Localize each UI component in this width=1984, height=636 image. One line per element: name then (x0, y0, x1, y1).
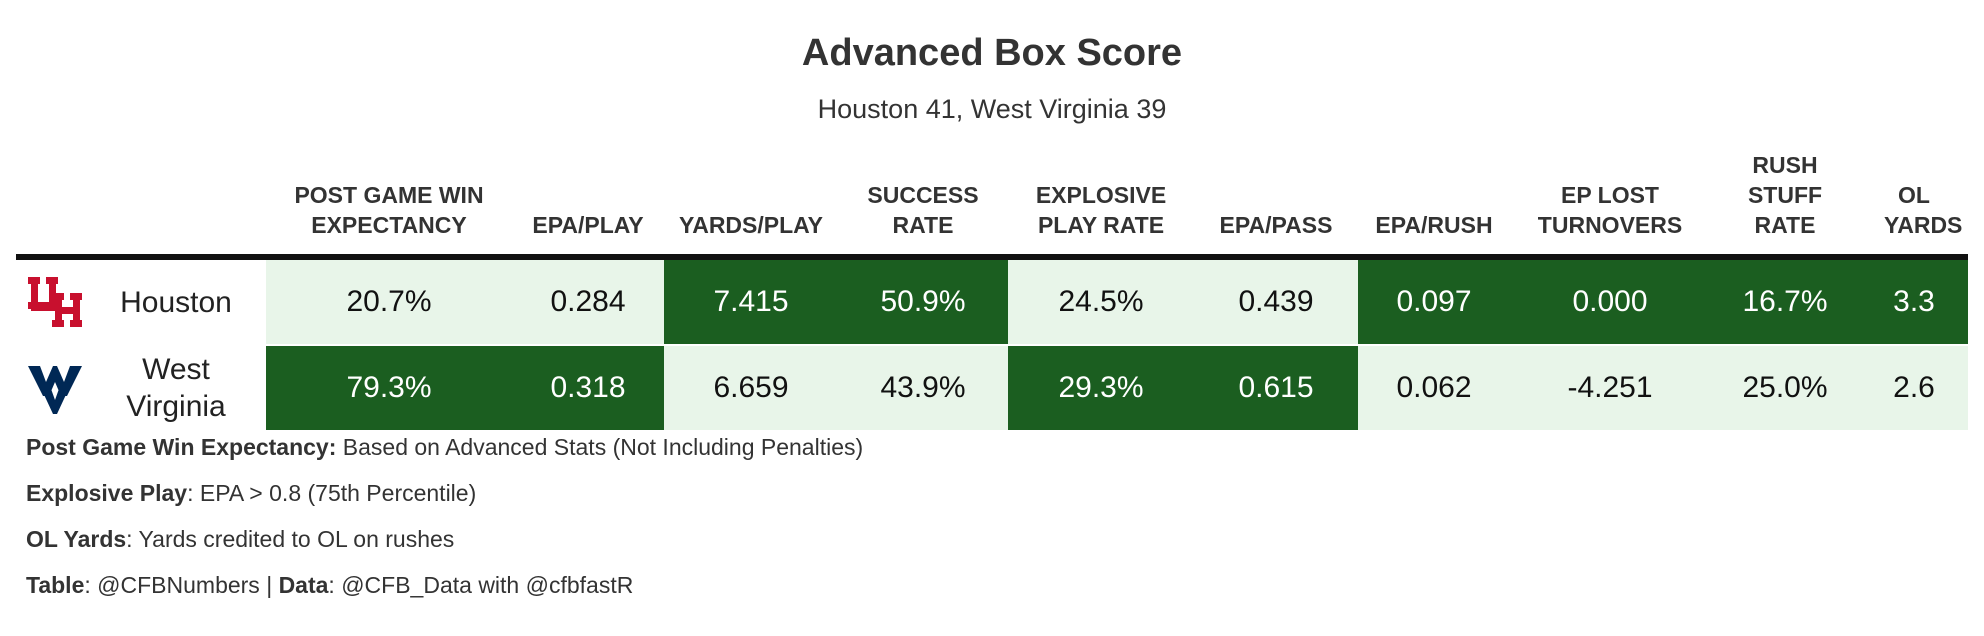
cell-houston-ol-yards: 3.3 (1860, 257, 1968, 346)
header-explosive-play-rate: EXPLOSIVE PLAY RATE (1008, 150, 1194, 260)
cell-wvu-win-expectancy: 79.3% (266, 345, 512, 430)
footnotes: Post Game Win Expectancy: Based on Advan… (26, 432, 863, 616)
table-subtitle: Houston 41, West Virginia 39 (817, 94, 1167, 124)
table-row-west-virginia: West Virginia 79.3% 0.318 6.659 43.9% 29… (16, 345, 1968, 430)
header-epa-rush: EPA/RUSH (1358, 150, 1510, 260)
cell-wvu-rush-stuff-rate: 25.0% (1710, 345, 1860, 430)
houston-uh-logo-icon (24, 271, 86, 333)
cell-houston-epa-pass: 0.439 (1194, 257, 1358, 346)
box-score-table: POST GAME WIN EXPECTANCY EPA/PLAY YARDS/… (16, 150, 1968, 430)
team-name-houston: Houston (120, 285, 232, 319)
footnote-win-expectancy: Post Game Win Expectancy: Based on Advan… (26, 434, 864, 460)
cell-wvu-ol-yards: 2.6 (1860, 345, 1968, 430)
footnote-explosive-play: Explosive Play: EPA > 0.8 (75th Percenti… (26, 480, 477, 506)
header-epa-pass: EPA/PASS (1194, 150, 1358, 260)
header-team (16, 150, 266, 260)
table-row-houston: Houston 20.7% 0.284 7.415 50.9% 24.5% 0.… (16, 257, 1968, 346)
cell-wvu-yards-play: 6.659 (664, 345, 838, 430)
cell-houston-rush-stuff-rate: 16.7% (1710, 257, 1860, 346)
cell-houston-win-expectancy: 20.7% (266, 257, 512, 346)
table-title: Advanced Box Score (801, 32, 1183, 74)
cell-houston-epa-rush: 0.097 (1358, 257, 1510, 346)
header-row: POST GAME WIN EXPECTANCY EPA/PLAY YARDS/… (16, 150, 1968, 260)
header-rush-stuff-rate: RUSH STUFF RATE (1710, 150, 1860, 260)
header-ol-yards: OL YARDS (1860, 150, 1968, 260)
cell-wvu-epa-play: 0.318 (512, 345, 664, 430)
header-win-expectancy: POST GAME WIN EXPECTANCY (266, 150, 512, 260)
cell-wvu-ep-lost-turnovers: -4.251 (1510, 345, 1710, 430)
team-cell: West Virginia (16, 345, 266, 430)
cell-houston-epa-play: 0.284 (512, 257, 664, 346)
header-ep-lost-turnovers: EP LOST TURNOVERS (1510, 150, 1710, 260)
cell-wvu-epa-rush: 0.062 (1358, 345, 1510, 430)
cell-wvu-explosive-play-rate: 29.3% (1008, 345, 1194, 430)
team-name-west-virginia: West Virginia (126, 353, 226, 423)
header-yards-play: YARDS/PLAY (664, 150, 838, 260)
west-virginia-wv-logo-icon (24, 357, 86, 419)
cell-houston-ep-lost-turnovers: 0.000 (1510, 257, 1710, 346)
footnote-credits: Table: @CFBNumbers | Data: @CFB_Data wit… (26, 572, 634, 598)
header-success-rate: SUCCESS RATE (838, 150, 1008, 260)
team-cell: Houston (16, 257, 266, 346)
cell-houston-yards-play: 7.415 (664, 257, 838, 346)
footnote-ol-yards: OL Yards: Yards credited to OL on rushes (26, 526, 455, 552)
cell-houston-explosive-play-rate: 24.5% (1008, 257, 1194, 346)
cell-wvu-epa-pass: 0.615 (1194, 345, 1358, 430)
cell-houston-success-rate: 50.9% (838, 257, 1008, 346)
header-epa-play: EPA/PLAY (512, 150, 664, 260)
cell-wvu-success-rate: 43.9% (838, 345, 1008, 430)
